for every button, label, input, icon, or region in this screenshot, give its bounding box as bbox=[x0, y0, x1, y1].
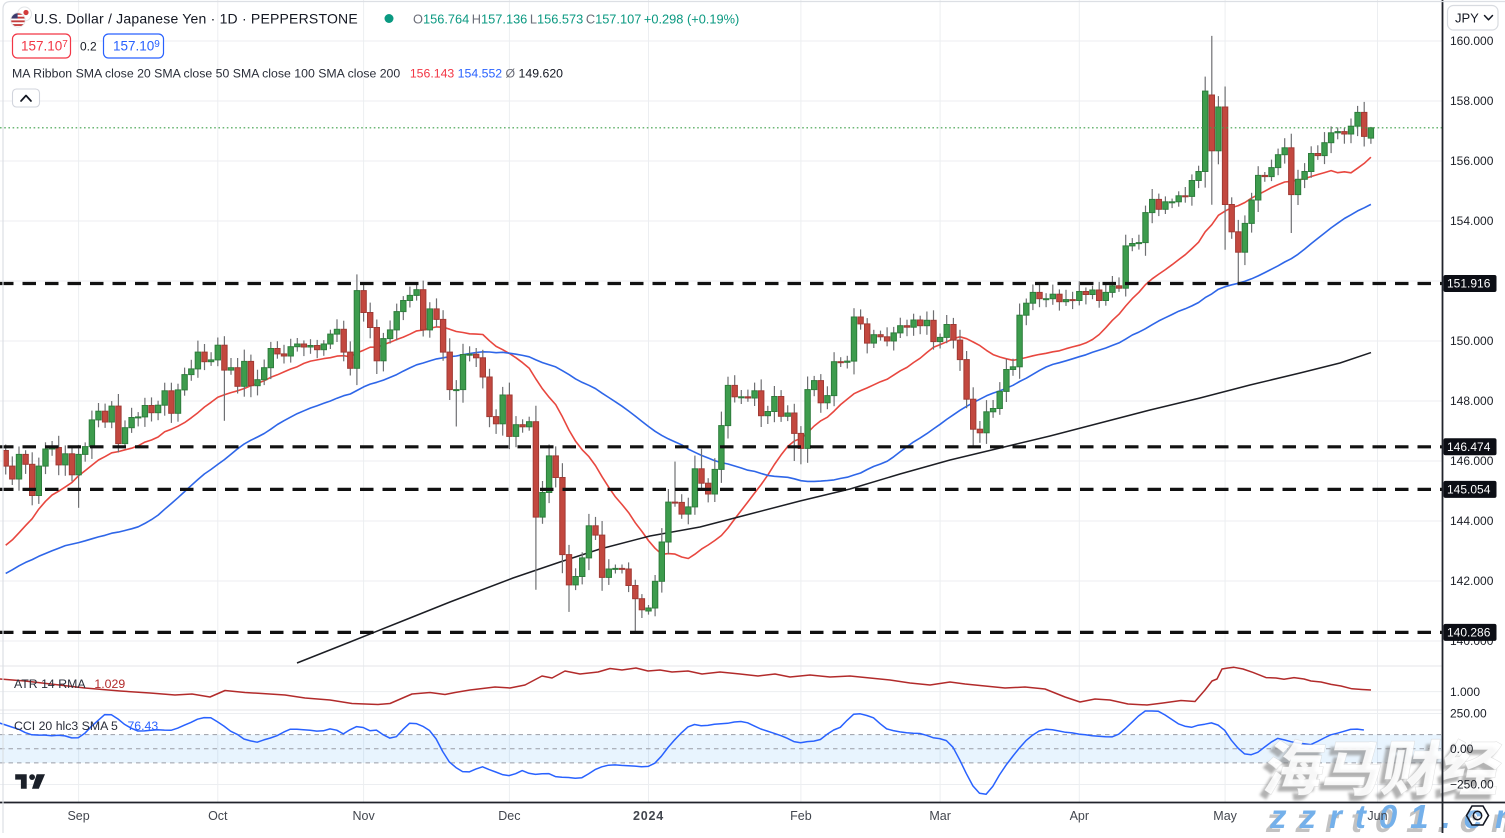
svg-text:157.107: 157.107 bbox=[21, 39, 68, 54]
svg-text:ATR 14 RMA 1.029: ATR 14 RMA 1.029 bbox=[14, 677, 125, 691]
svg-text:Dec: Dec bbox=[498, 809, 520, 823]
svg-text:151.916: 151.916 bbox=[1447, 277, 1491, 291]
svg-text:160.000: 160.000 bbox=[1450, 34, 1494, 48]
svg-text:2024: 2024 bbox=[633, 809, 664, 823]
svg-text:146.474: 146.474 bbox=[1447, 440, 1491, 454]
svg-text:MA Ribbon SMA close 20 SMA clo: MA Ribbon SMA close 20 SMA close 50 SMA … bbox=[12, 67, 563, 81]
svg-text:0.00: 0.00 bbox=[1450, 742, 1474, 756]
svg-text:Sep: Sep bbox=[67, 809, 89, 823]
svg-text:158.000: 158.000 bbox=[1450, 94, 1494, 108]
svg-text:zzrt01.cn: zzrt01.cn bbox=[1265, 802, 1505, 833]
svg-text:146.000: 146.000 bbox=[1450, 454, 1494, 468]
svg-text:148.000: 148.000 bbox=[1450, 394, 1494, 408]
svg-text:142.000: 142.000 bbox=[1450, 574, 1494, 588]
svg-text:May: May bbox=[1213, 809, 1237, 823]
svg-text:1.000: 1.000 bbox=[1450, 685, 1480, 699]
svg-text:zzrt01.cn: zzrt01.cn bbox=[1269, 798, 1505, 833]
svg-text:−250.00: −250.00 bbox=[1450, 778, 1494, 792]
svg-text:0.2: 0.2 bbox=[80, 40, 97, 54]
svg-text:O156.764 H157.136 L156.573 C15: O156.764 H157.136 L156.573 C157.107 +0.2… bbox=[413, 12, 739, 27]
svg-text:Apr: Apr bbox=[1070, 809, 1089, 823]
svg-text:U.S. Dollar / Japanese Yen · 1: U.S. Dollar / Japanese Yen · 1D · PEPPER… bbox=[34, 11, 358, 27]
svg-text:157.109: 157.109 bbox=[113, 39, 160, 54]
svg-text:Jun: Jun bbox=[1367, 809, 1387, 823]
svg-text:JPY: JPY bbox=[1455, 11, 1479, 26]
svg-text:144.000: 144.000 bbox=[1450, 514, 1494, 528]
svg-text:Mar: Mar bbox=[929, 809, 951, 823]
svg-text:Feb: Feb bbox=[790, 809, 812, 823]
svg-text:145.054: 145.054 bbox=[1447, 483, 1491, 497]
svg-text:140.286: 140.286 bbox=[1447, 626, 1491, 640]
svg-text:CCI 20 hlc3 SMA 5 76.43: CCI 20 hlc3 SMA 5 76.43 bbox=[14, 719, 158, 733]
svg-text:250.00: 250.00 bbox=[1450, 707, 1487, 721]
svg-text:154.000: 154.000 bbox=[1450, 214, 1494, 228]
svg-text:Oct: Oct bbox=[208, 809, 228, 823]
svg-text:156.000: 156.000 bbox=[1450, 154, 1494, 168]
svg-text:150.000: 150.000 bbox=[1450, 334, 1494, 348]
svg-text:Nov: Nov bbox=[352, 809, 375, 823]
